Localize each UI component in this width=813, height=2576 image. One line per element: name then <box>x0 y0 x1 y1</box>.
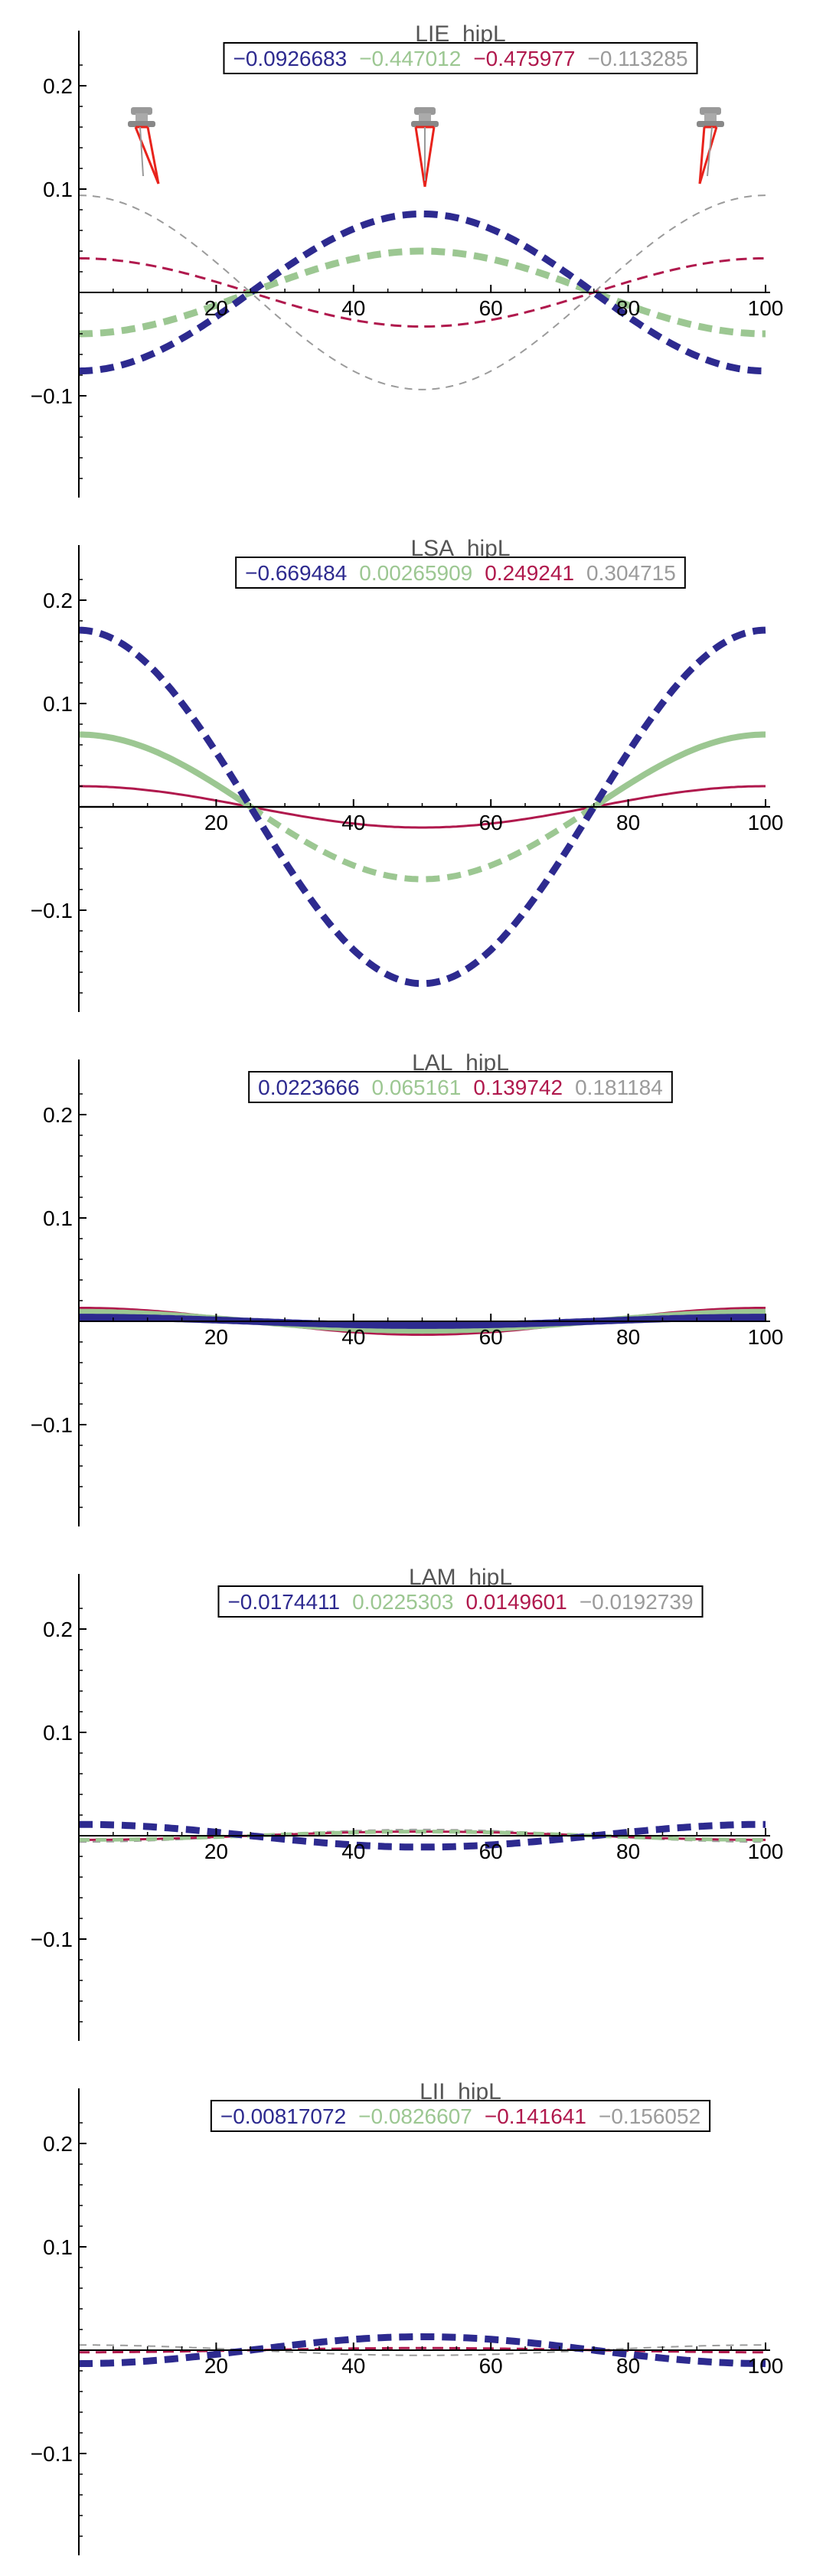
legend-box <box>217 1585 704 1618</box>
x-tick-label: 40 <box>341 1325 365 1349</box>
chart-panel-1: LIE_hipL−0.0926683 −0.447012 −0.475977 −0.1… <box>31 21 784 498</box>
x-tick-label: 60 <box>479 296 503 320</box>
series-line-4 <box>79 2344 766 2356</box>
robot-leg-icon <box>128 107 160 184</box>
series-line-4 <box>78 194 766 390</box>
x-tick-label: 80 <box>616 2354 640 2378</box>
y-tick-label: 0.2 <box>43 2132 73 2156</box>
legend-box <box>248 1071 673 1103</box>
series-line-2-tail <box>592 731 766 810</box>
y-tick-label: 0.2 <box>43 1618 73 1641</box>
series-line-2 <box>79 247 766 338</box>
legend-entry-4: −0.156052 <box>599 2104 700 2128</box>
series-line-2-dashed <box>249 804 596 883</box>
x-tick-label: 40 <box>341 296 365 320</box>
series-line-1 <box>78 626 766 988</box>
x-tick-label: 100 <box>748 1840 784 1863</box>
x-tick-label: 100 <box>748 2354 784 2378</box>
chart-panel-4: LAM_hipL−0.0174411 0.0225303 0.0149601 −0.0… <box>31 1565 784 2041</box>
series-line-1 <box>78 2333 766 2368</box>
x-tick-label: 60 <box>479 1840 503 1863</box>
robot-leg-icon <box>697 107 724 184</box>
y-tick-label: −0.1 <box>31 899 73 922</box>
x-tick-label: 80 <box>616 1840 640 1863</box>
legend-box <box>235 557 686 589</box>
x-tick-label: 20 <box>204 1325 228 1349</box>
legend-entry-2: 0.065161 <box>372 1076 462 1099</box>
x-tick-label: 80 <box>616 811 640 834</box>
legend-entry-4: −0.0192739 <box>580 1590 694 1614</box>
x-tick-label: 80 <box>616 296 640 320</box>
y-tick-label: 0.1 <box>43 2235 73 2259</box>
legend-entry-1: −0.0174411 <box>227 1590 340 1614</box>
legend-entry-4: 0.304715 <box>586 561 676 585</box>
legend-entry-1: −0.0926683 <box>233 47 347 70</box>
x-tick-label: 100 <box>748 296 784 320</box>
y-tick-label: −0.1 <box>31 2442 73 2466</box>
legend-entry-3: 0.249241 <box>485 561 574 585</box>
x-tick-label: 60 <box>479 2354 503 2378</box>
y-tick-label: −0.1 <box>31 1413 73 1437</box>
y-tick-label: 0.1 <box>43 692 73 716</box>
y-tick-label: −0.1 <box>31 384 73 408</box>
series-line-1 <box>78 210 766 375</box>
x-tick-label: 100 <box>748 1325 784 1349</box>
y-tick-label: 0.1 <box>43 178 73 201</box>
legend-entry-4: −0.113285 <box>587 47 687 70</box>
legend-entry-2: −0.0826607 <box>358 2104 472 2128</box>
chart-panel-2: LSA_hipL−0.669484 0.00265909 0.249241 0.304… <box>31 536 784 1012</box>
x-tick-label: 40 <box>341 2354 365 2378</box>
x-tick-label: 40 <box>341 1840 365 1863</box>
x-tick-label: 80 <box>616 1325 640 1349</box>
series-line-2 <box>79 731 253 810</box>
legend-entry-3: 0.0149601 <box>465 1590 566 1614</box>
series-line-3 <box>79 785 766 829</box>
chart-panel-5: LII_hipL−0.00817072 −0.0826607 −0.141641 −0… <box>31 2079 784 2555</box>
x-tick-label: 100 <box>748 811 784 834</box>
x-tick-label: 20 <box>204 1840 228 1863</box>
series-line-1 <box>79 1820 766 1851</box>
y-tick-label: 0.1 <box>43 1721 73 1745</box>
legend-entry-3: −0.141641 <box>485 2104 586 2128</box>
legend-entry-1: −0.669484 <box>245 561 347 585</box>
y-tick-label: −0.1 <box>31 1928 73 1951</box>
x-tick-label: 20 <box>204 296 228 320</box>
legend-entry-3: 0.139742 <box>473 1076 563 1099</box>
x-tick-label: 60 <box>479 811 503 834</box>
legend-entry-2: 0.00265909 <box>359 561 472 585</box>
y-tick-label: 0.2 <box>43 1103 73 1127</box>
x-tick-label: 20 <box>204 2354 228 2378</box>
legend-entry-2: 0.0225303 <box>352 1590 453 1614</box>
y-tick-label: 0.2 <box>43 74 73 98</box>
x-tick-label: 60 <box>479 1325 503 1349</box>
legend-entry-1: −0.00817072 <box>220 2104 346 2128</box>
legend-entry-1: 0.0223666 <box>258 1076 359 1099</box>
legend-entry-2: −0.447012 <box>359 47 461 70</box>
legend-entry-3: −0.475977 <box>473 47 575 70</box>
y-tick-label: 0.2 <box>43 589 73 612</box>
legend-box <box>223 42 698 74</box>
robot-leg-icon <box>411 107 439 188</box>
series-line-2 <box>79 1830 766 1842</box>
y-tick-label: 0.1 <box>43 1206 73 1230</box>
x-tick-label: 20 <box>204 811 228 834</box>
legend-entry-4: 0.181184 <box>575 1076 663 1099</box>
legend-box <box>210 2100 711 2132</box>
series-line-1 <box>79 1314 766 1329</box>
x-tick-label: 40 <box>341 811 365 834</box>
